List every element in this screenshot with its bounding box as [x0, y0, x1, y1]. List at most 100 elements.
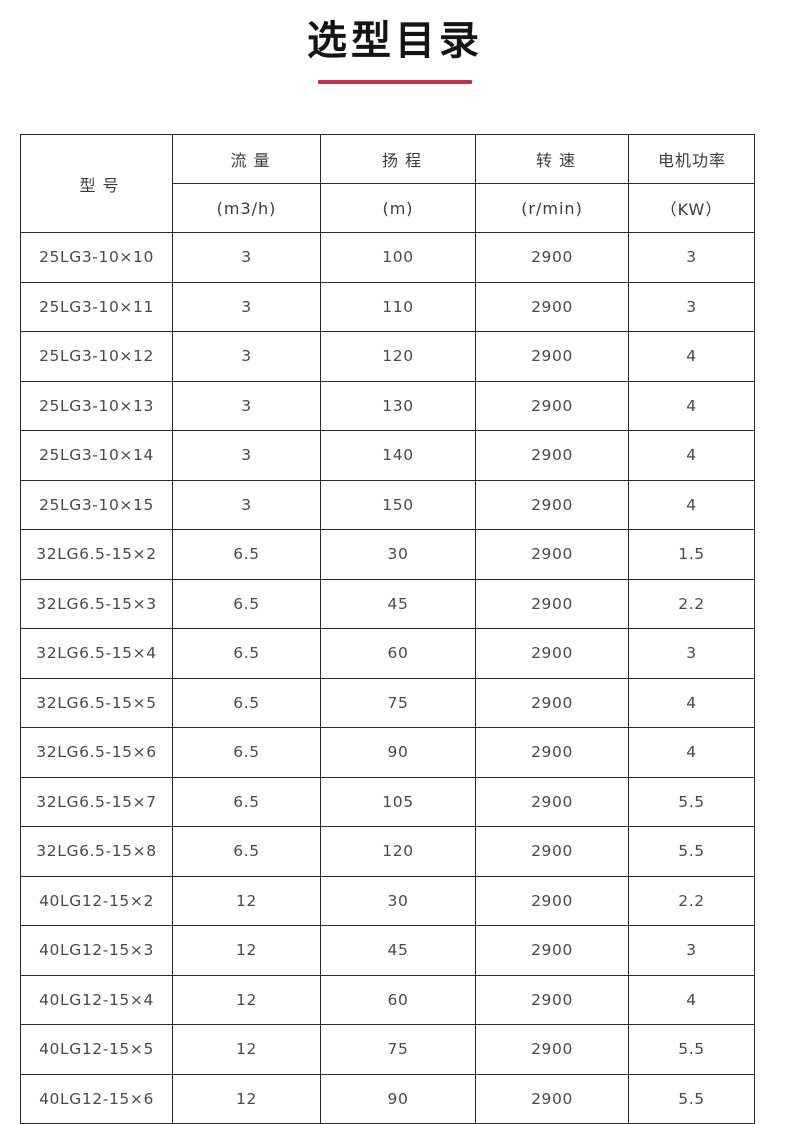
cell-speed: 2900: [475, 430, 629, 481]
column-unit-speed: (r/min): [475, 183, 629, 233]
cell-head: 30: [320, 875, 476, 926]
cell-power: 3: [628, 925, 755, 976]
cell-head: 120: [320, 826, 476, 877]
cell-speed: 2900: [475, 380, 629, 431]
cell-power: 5.5: [628, 826, 755, 877]
cell-model: 32LG6.5-15×8: [20, 826, 173, 877]
table-row: 32LG6.5-15×5 6.5 75 2900 4: [20, 677, 755, 728]
cell-speed: 2900: [475, 974, 629, 1025]
cell-speed: 2900: [475, 875, 629, 926]
cell-power: 2.2: [628, 578, 755, 629]
table-row: 32LG6.5-15×8 6.5 120 2900 5.5: [20, 826, 755, 877]
cell-power: 4: [628, 727, 755, 778]
column-header-speed: 转 速: [475, 134, 629, 184]
table-row: 40LG12-15×6 12 90 2900 5.5: [20, 1073, 755, 1124]
cell-head: 45: [320, 925, 476, 976]
column-header-model: 型 号: [20, 134, 173, 233]
cell-model: 25LG3-10×11: [20, 281, 173, 332]
cell-power: 3: [628, 232, 755, 283]
table-row: 25LG3-10×12 3 120 2900 4: [20, 331, 755, 382]
table-row: 25LG3-10×11 3 110 2900 3: [20, 281, 755, 332]
cell-head: 140: [320, 430, 476, 481]
cell-head: 90: [320, 727, 476, 778]
cell-power: 3: [628, 628, 755, 679]
cell-speed: 2900: [475, 578, 629, 629]
cell-head: 110: [320, 281, 476, 332]
table-row: 40LG12-15×4 12 60 2900 4: [20, 974, 755, 1025]
cell-speed: 2900: [475, 727, 629, 778]
table-row: 25LG3-10×15 3 150 2900 4: [20, 479, 755, 530]
cell-head: 30: [320, 529, 476, 580]
cell-model: 25LG3-10×15: [20, 479, 173, 530]
header-row-units: (m3/h) (m) (r/min) （KW）: [21, 183, 755, 233]
cell-head: 60: [320, 628, 476, 679]
cell-flow: 12: [172, 974, 321, 1025]
cell-model: 40LG12-15×6: [20, 1073, 173, 1124]
cell-power: 1.5: [628, 529, 755, 580]
cell-model: 32LG6.5-15×6: [20, 727, 173, 778]
cell-flow: 12: [172, 1024, 321, 1075]
cell-flow: 3: [172, 232, 321, 283]
cell-model: 32LG6.5-15×5: [20, 677, 173, 728]
cell-flow: 6.5: [172, 727, 321, 778]
cell-model: 25LG3-10×10: [20, 232, 173, 283]
spec-table: 型 号 流 量 扬 程 转 速 电机功率 (m3/h) (m) (r/min) …: [20, 134, 755, 1124]
cell-flow: 6.5: [172, 578, 321, 629]
cell-power: 5.5: [628, 1073, 755, 1124]
cell-power: 4: [628, 677, 755, 728]
cell-head: 100: [320, 232, 476, 283]
cell-flow: 6.5: [172, 529, 321, 580]
cell-model: 32LG6.5-15×3: [20, 578, 173, 629]
cell-model: 40LG12-15×2: [20, 875, 173, 926]
column-unit-power: （KW）: [628, 183, 755, 233]
cell-flow: 12: [172, 875, 321, 926]
cell-flow: 3: [172, 281, 321, 332]
cell-flow: 6.5: [172, 776, 321, 827]
spec-table-body: 25LG3-10×10 3 100 2900 3 25LG3-10×11 3 110 2900 3…: [20, 232, 755, 1124]
cell-model: 25LG3-10×12: [20, 331, 173, 382]
cell-flow: 3: [172, 430, 321, 481]
cell-speed: 2900: [475, 529, 629, 580]
cell-speed: 2900: [475, 1073, 629, 1124]
cell-head: 105: [320, 776, 476, 827]
column-unit-flow: (m3/h): [172, 183, 321, 233]
cell-power: 5.5: [628, 776, 755, 827]
cell-head: 130: [320, 380, 476, 431]
table-row: 25LG3-10×13 3 130 2900 4: [20, 380, 755, 431]
cell-speed: 2900: [475, 331, 629, 382]
cell-head: 75: [320, 677, 476, 728]
cell-power: 4: [628, 380, 755, 431]
cell-model: 32LG6.5-15×2: [20, 529, 173, 580]
cell-speed: 2900: [475, 776, 629, 827]
title-block: 选型目录: [0, 0, 790, 84]
cell-head: 150: [320, 479, 476, 530]
cell-power: 3: [628, 281, 755, 332]
table-row: 32LG6.5-15×4 6.5 60 2900 3: [20, 628, 755, 679]
cell-flow: 3: [172, 331, 321, 382]
cell-speed: 2900: [475, 677, 629, 728]
cell-model: 32LG6.5-15×4: [20, 628, 173, 679]
cell-model: 25LG3-10×13: [20, 380, 173, 431]
table-row: 40LG12-15×3 12 45 2900 3: [20, 925, 755, 976]
table-row: 32LG6.5-15×2 6.5 30 2900 1.5: [20, 529, 755, 580]
table-row: 32LG6.5-15×3 6.5 45 2900 2.2: [20, 578, 755, 629]
cell-flow: 6.5: [172, 628, 321, 679]
cell-model: 40LG12-15×5: [20, 1024, 173, 1075]
cell-power: 2.2: [628, 875, 755, 926]
cell-flow: 6.5: [172, 677, 321, 728]
cell-power: 5.5: [628, 1024, 755, 1075]
cell-model: 25LG3-10×14: [20, 430, 173, 481]
cell-head: 60: [320, 974, 476, 1025]
column-header-power: 电机功率: [628, 134, 755, 184]
table-row: 40LG12-15×2 12 30 2900 2.2: [20, 875, 755, 926]
cell-speed: 2900: [475, 232, 629, 283]
table-row: 25LG3-10×14 3 140 2900 4: [20, 430, 755, 481]
spec-table-container: 型 号 流 量 扬 程 转 速 电机功率 (m3/h) (m) (r/min) …: [20, 134, 755, 1124]
cell-model: 32LG6.5-15×7: [20, 776, 173, 827]
cell-flow: 3: [172, 479, 321, 530]
cell-speed: 2900: [475, 1024, 629, 1075]
cell-flow: 12: [172, 1073, 321, 1124]
spec-table-header: 型 号 流 量 扬 程 转 速 电机功率 (m3/h) (m) (r/min) …: [20, 134, 755, 233]
cell-speed: 2900: [475, 281, 629, 332]
